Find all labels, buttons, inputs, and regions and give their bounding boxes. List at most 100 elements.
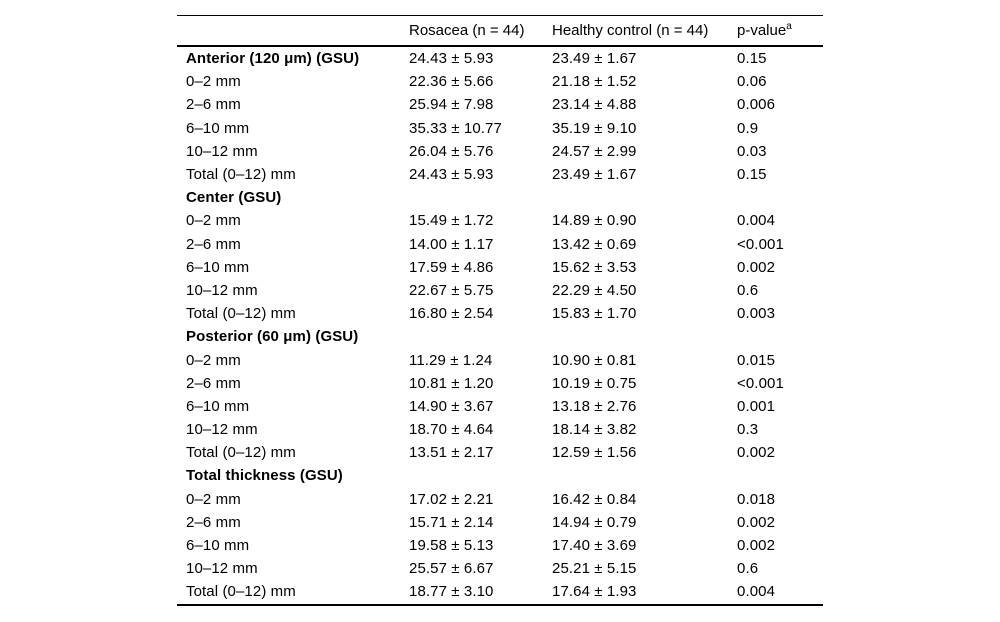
- control-value: [552, 186, 737, 209]
- row-label: 0–2 mm: [186, 73, 241, 91]
- control-value: 25.21 ± 5.15: [552, 560, 637, 578]
- table-row: 0–2 mm 22.36 ± 5.66 21.18 ± 1.52 0.06: [177, 70, 823, 93]
- row-label: Total (0–12) mm: [186, 583, 296, 601]
- rosacea-value: [409, 464, 552, 487]
- row-label: 6–10 mm: [186, 119, 250, 137]
- p-value: 0.001: [737, 397, 776, 415]
- p-value: <0.001: [737, 374, 784, 392]
- p-value: [737, 325, 823, 348]
- table-row: 10–12 mm 18.70 ± 4.64 18.14 ± 3.82 0.3: [177, 418, 823, 441]
- table-header: Rosacea (n = 44) Healthy control (n = 44…: [177, 15, 823, 47]
- rosacea-value: 25.94 ± 7.98: [409, 96, 494, 114]
- p-value: 0.9: [737, 119, 759, 137]
- table-row: 10–12 mm 22.67 ± 5.75 22.29 ± 4.50 0.6: [177, 279, 823, 302]
- rosacea-value: 15.71 ± 2.14: [409, 513, 494, 531]
- rosacea-value: 19.58 ± 5.13: [409, 537, 494, 555]
- p-value: 0.15: [737, 50, 767, 68]
- rosacea-value: 17.59 ± 4.86: [409, 258, 494, 276]
- rosacea-value: 17.02 ± 2.21: [409, 490, 494, 508]
- rosacea-value: 18.70 ± 4.64: [409, 421, 494, 439]
- control-value: 13.42 ± 0.69: [552, 235, 637, 253]
- p-value: 0.06: [737, 73, 767, 91]
- table-row: 6–10 mm 35.33 ± 10.77 35.19 ± 9.10 0.9: [177, 117, 823, 140]
- table-row: 6–10 mm 17.59 ± 4.86 15.62 ± 3.53 0.002: [177, 256, 823, 279]
- rosacea-value: 14.00 ± 1.17: [409, 235, 494, 253]
- header-pvalue-column: p-valuea: [737, 15, 823, 47]
- table-row: 10–12 mm 25.57 ± 6.67 25.21 ± 5.15 0.6: [177, 557, 823, 580]
- row-label: 2–6 mm: [186, 374, 241, 392]
- rosacea-value: 24.43 ± 5.93: [409, 50, 494, 68]
- row-label: 0–2 mm: [186, 351, 241, 369]
- rosacea-value: 13.51 ± 2.17: [409, 444, 494, 462]
- table-row: 2–6 mm 25.94 ± 7.98 23.14 ± 4.88 0.006: [177, 93, 823, 116]
- rosacea-value: 11.29 ± 1.24: [409, 351, 493, 369]
- p-value: 0.004: [737, 212, 776, 230]
- table-row: 6–10 mm 19.58 ± 5.13 17.40 ± 3.69 0.002: [177, 534, 823, 557]
- row-label: 10–12 mm: [186, 560, 258, 578]
- table-row: Posterior (60 μm) (GSU): [177, 325, 823, 348]
- control-value: 23.49 ± 1.67: [552, 50, 637, 68]
- p-value: 0.002: [737, 513, 776, 531]
- table-row: 10–12 mm 26.04 ± 5.76 24.57 ± 2.99 0.03: [177, 140, 823, 163]
- control-value: [552, 464, 737, 487]
- row-label: 10–12 mm: [186, 421, 258, 439]
- results-table-container: Rosacea (n = 44) Healthy control (n = 44…: [177, 15, 823, 606]
- row-label: 6–10 mm: [186, 397, 250, 415]
- table-row: Total (0–12) mm 18.77 ± 3.10 17.64 ± 1.9…: [177, 580, 823, 604]
- control-value: 22.29 ± 4.50: [552, 281, 637, 299]
- p-value: 0.006: [737, 96, 776, 114]
- table-row: Total (0–12) mm 24.43 ± 5.93 23.49 ± 1.6…: [177, 163, 823, 186]
- control-value: 35.19 ± 9.10: [552, 119, 637, 137]
- rosacea-value: [409, 186, 552, 209]
- table-row: 2–6 mm 14.00 ± 1.17 13.42 ± 0.69 <0.001: [177, 233, 823, 256]
- header-label-column: [177, 15, 409, 47]
- table-row: Total (0–12) mm 13.51 ± 2.17 12.59 ± 1.5…: [177, 441, 823, 464]
- control-value: 14.89 ± 0.90: [552, 212, 637, 230]
- table-row: 2–6 mm 15.71 ± 2.14 14.94 ± 0.79 0.002: [177, 511, 823, 534]
- control-value: 13.18 ± 2.76: [552, 397, 637, 415]
- table-row: 0–2 mm 17.02 ± 2.21 16.42 ± 0.84 0.018: [177, 488, 823, 511]
- control-value: 23.49 ± 1.67: [552, 166, 637, 184]
- table-row: Center (GSU): [177, 186, 823, 209]
- rosacea-value: 24.43 ± 5.93: [409, 166, 494, 184]
- table-row: 6–10 mm 14.90 ± 3.67 13.18 ± 2.76 0.001: [177, 395, 823, 418]
- control-value: 21.18 ± 1.52: [552, 73, 637, 91]
- control-value: 10.19 ± 0.75: [552, 374, 637, 392]
- p-value: 0.003: [737, 305, 776, 323]
- rosacea-value: 14.90 ± 3.67: [409, 397, 494, 415]
- header-rosacea-column: Rosacea (n = 44): [409, 15, 552, 47]
- p-value: 0.002: [737, 258, 776, 276]
- control-value: 10.90 ± 0.81: [552, 351, 637, 369]
- row-label: 6–10 mm: [186, 537, 250, 555]
- row-label: 0–2 mm: [186, 212, 241, 230]
- p-value: 0.15: [737, 166, 767, 184]
- row-label: Posterior (60 μm) (GSU): [186, 328, 359, 346]
- table-row: 0–2 mm 15.49 ± 1.72 14.89 ± 0.90 0.004: [177, 209, 823, 232]
- row-label: Total (0–12) mm: [186, 305, 296, 323]
- rosacea-value: 22.67 ± 5.75: [409, 281, 494, 299]
- rosacea-value: 22.36 ± 5.66: [409, 73, 494, 91]
- rosacea-value: 10.81 ± 1.20: [409, 374, 494, 392]
- rosacea-value: 16.80 ± 2.54: [409, 305, 494, 323]
- rosacea-value: 35.33 ± 10.77: [409, 119, 502, 137]
- row-label: Total thickness (GSU): [186, 467, 343, 485]
- control-value: 12.59 ± 1.56: [552, 444, 637, 462]
- results-table: Rosacea (n = 44) Healthy control (n = 44…: [177, 15, 823, 606]
- p-value: [737, 186, 823, 209]
- row-label: 2–6 mm: [186, 235, 241, 253]
- p-value: 0.004: [737, 583, 776, 601]
- row-label: 10–12 mm: [186, 281, 258, 299]
- table-row: Anterior (120 μm) (GSU) 24.43 ± 5.93 23.…: [177, 46, 823, 70]
- row-label: Total (0–12) mm: [186, 444, 296, 462]
- p-value: 0.6: [737, 281, 759, 299]
- rosacea-value: 25.57 ± 6.67: [409, 560, 494, 578]
- row-label: 2–6 mm: [186, 96, 241, 114]
- p-value: 0.002: [737, 537, 776, 555]
- control-value: 18.14 ± 3.82: [552, 421, 637, 439]
- row-label: 0–2 mm: [186, 490, 241, 508]
- table-body: Anterior (120 μm) (GSU) 24.43 ± 5.93 23.…: [177, 46, 823, 605]
- p-value: <0.001: [737, 235, 784, 253]
- control-value: 15.83 ± 1.70: [552, 305, 637, 323]
- table-row: 2–6 mm 10.81 ± 1.20 10.19 ± 0.75 <0.001: [177, 372, 823, 395]
- pvalue-header-text: p-value: [737, 22, 787, 39]
